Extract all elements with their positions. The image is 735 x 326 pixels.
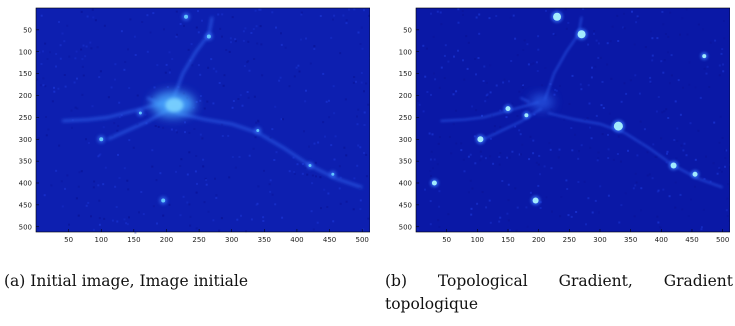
axes-frame [35,7,370,233]
y-tick-label: 400 [399,180,412,188]
figure-panel-a: 50 100 150 200 250 300 350 400 450 500 50 100 150 200… [8,0,370,252]
y-tick-label: 400 [19,180,32,188]
y-tick-label: 500 [19,223,32,231]
y-tick-label: 200 [399,92,412,100]
y-tick-label: 200 [19,92,32,100]
y-tick-label: 250 [399,114,412,122]
y-tick-label: 250 [19,114,32,122]
x-tick-label: 200 [160,236,173,244]
x-tick-label: 100 [95,236,108,244]
noise-layer [416,8,730,232]
x-tick-label: 250 [563,236,576,244]
bright-spots [97,12,337,205]
x-tick-label: 300 [593,236,606,244]
image-plot-a: 50 100 150 200 250 300 350 400 450 500 50 100 150 200… [19,7,370,244]
x-tick-label: 50 [442,236,451,244]
y-tick-label: 150 [19,70,32,78]
x-tick-label: 350 [624,236,637,244]
y-tick-label: 150 [399,70,412,78]
x-tick-label: 300 [225,236,238,244]
x-tick-label: 450 [323,236,336,244]
x-tick-label: 500 [355,236,368,244]
y-tick-label: 50 [23,26,32,34]
caption-b: (b) Topological Gradient, Gradient topol… [385,272,733,313]
axes-frame [415,7,730,233]
y-tick-label: 350 [19,158,32,166]
x-tick-label: 150 [501,236,514,244]
caption-a: (a) Initial image, Image initiale [4,272,249,290]
x-tick-label: 350 [258,236,271,244]
y-tick-label: 500 [399,223,412,231]
x-tick-label: 150 [127,236,140,244]
x-tick-label: 500 [716,236,729,244]
y-tick-label: 100 [19,48,32,56]
figure-panel-b: 50 100 150 200 250 300 350 400 450 500 50 100 150 200… [390,0,730,252]
x-tick-label: 400 [655,236,668,244]
x-tick-label: 100 [471,236,484,244]
y-tick-label: 100 [399,48,412,56]
y-tick-label: 450 [19,201,32,209]
y-tick-label: 300 [399,136,412,144]
y-tick-label: 350 [399,158,412,166]
y-tick-label: 450 [399,201,412,209]
cell-body [529,94,554,111]
y-tick-label: 50 [403,26,412,34]
x-tick-label: 250 [192,236,205,244]
x-tick-label: 200 [532,236,545,244]
y-tick-label: 300 [19,136,32,144]
image-plot-b: 50 100 150 200 250 300 350 400 450 500 50 100 150 200… [399,7,730,244]
x-tick-label: 400 [290,236,303,244]
x-tick-label: 450 [685,236,698,244]
x-tick-label: 50 [64,236,73,244]
noise-layer [36,8,370,234]
cell-body-core [165,98,184,113]
bright-spots [429,10,709,206]
